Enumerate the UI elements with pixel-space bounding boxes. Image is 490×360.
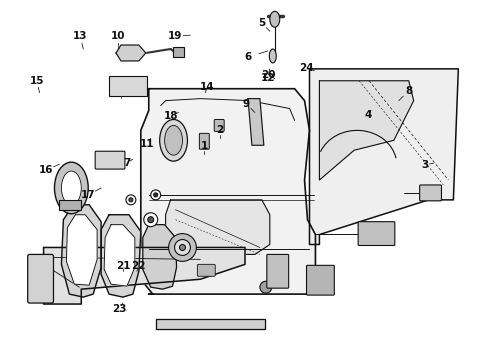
FancyBboxPatch shape (197, 264, 215, 276)
Ellipse shape (270, 49, 276, 63)
Text: 13: 13 (73, 31, 88, 41)
Circle shape (148, 217, 154, 223)
Circle shape (179, 244, 185, 251)
FancyBboxPatch shape (358, 222, 395, 246)
Bar (109, 76, 147, 96)
Text: 16: 16 (39, 165, 54, 175)
Circle shape (151, 190, 161, 200)
Circle shape (174, 239, 191, 255)
Polygon shape (66, 215, 97, 285)
Polygon shape (248, 99, 264, 145)
Text: 21: 21 (116, 261, 130, 271)
Circle shape (169, 234, 196, 261)
Circle shape (126, 195, 136, 205)
Text: 2: 2 (217, 125, 224, 135)
FancyBboxPatch shape (95, 151, 125, 169)
Text: 15: 15 (29, 76, 44, 86)
Circle shape (260, 281, 272, 293)
FancyBboxPatch shape (28, 255, 53, 303)
Polygon shape (319, 81, 414, 180)
Ellipse shape (61, 171, 81, 205)
Polygon shape (44, 247, 245, 304)
Polygon shape (156, 319, 265, 329)
Text: 6: 6 (245, 52, 251, 62)
Polygon shape (310, 69, 458, 244)
FancyBboxPatch shape (307, 265, 334, 295)
Polygon shape (101, 215, 141, 297)
FancyBboxPatch shape (267, 255, 289, 288)
FancyBboxPatch shape (419, 185, 441, 201)
Bar (172, 47, 184, 57)
Polygon shape (166, 200, 270, 255)
Bar (59, 200, 81, 210)
Circle shape (154, 193, 158, 197)
Text: 1: 1 (201, 141, 208, 151)
Text: 18: 18 (163, 111, 178, 121)
Ellipse shape (54, 162, 88, 214)
Ellipse shape (270, 11, 280, 27)
Text: 12: 12 (261, 73, 275, 83)
Text: 24: 24 (299, 63, 314, 73)
Ellipse shape (165, 125, 182, 155)
FancyBboxPatch shape (199, 133, 209, 149)
Polygon shape (143, 225, 176, 289)
Text: 22: 22 (132, 261, 146, 271)
Text: 11: 11 (140, 139, 154, 149)
Circle shape (129, 198, 133, 202)
Text: 9: 9 (243, 99, 249, 109)
Text: 20: 20 (262, 70, 276, 80)
Ellipse shape (160, 120, 188, 161)
FancyBboxPatch shape (214, 120, 224, 131)
Text: 10: 10 (111, 31, 125, 41)
Text: 14: 14 (200, 82, 215, 92)
Text: 3: 3 (421, 160, 428, 170)
Text: 4: 4 (365, 109, 372, 120)
Polygon shape (61, 205, 101, 297)
Polygon shape (104, 225, 135, 286)
Circle shape (144, 213, 158, 227)
Text: 7: 7 (123, 158, 131, 168)
Text: 23: 23 (112, 304, 126, 314)
Text: 5: 5 (258, 18, 266, 28)
Text: 19: 19 (168, 31, 182, 41)
Polygon shape (141, 89, 316, 294)
Text: 17: 17 (81, 190, 96, 200)
Polygon shape (116, 45, 146, 61)
Text: 8: 8 (405, 86, 413, 96)
